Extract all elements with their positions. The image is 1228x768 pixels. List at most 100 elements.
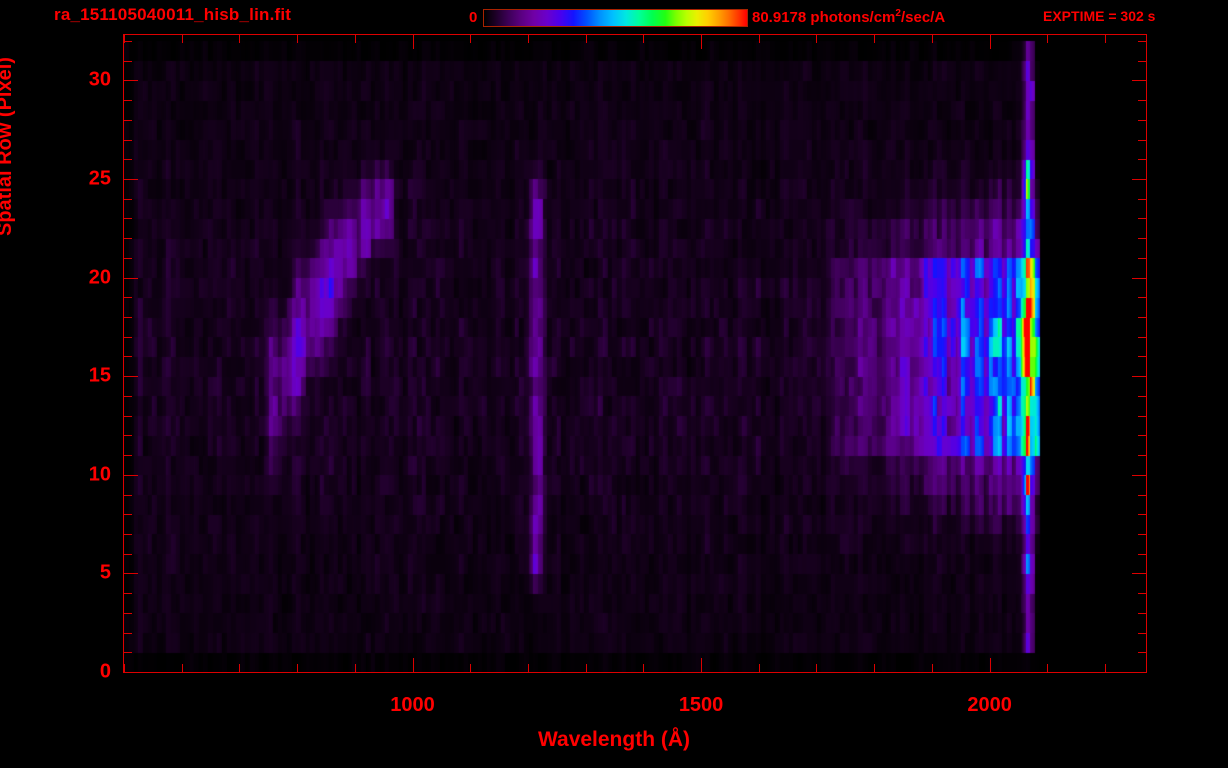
y-tick-right (1138, 396, 1146, 397)
y-tick-right (1138, 495, 1146, 496)
x-tick (1105, 664, 1106, 672)
x-tick (701, 658, 702, 672)
y-tick-right (1138, 633, 1146, 634)
colorbar-max-value: 80.9178 (752, 9, 807, 26)
y-tick-right (1138, 61, 1146, 62)
x-tick-top (759, 35, 760, 43)
y-tick (124, 337, 132, 338)
y-tick (124, 100, 132, 101)
y-tick (124, 416, 132, 417)
y-axis-title: Spatial Row (Pixel) (0, 57, 16, 236)
x-tick-top (124, 35, 125, 43)
y-tick (124, 218, 132, 219)
spectrum-heatmap-canvas (124, 35, 1146, 672)
x-tick-top (297, 35, 298, 43)
x-tick-top (586, 35, 587, 43)
x-tick (413, 658, 414, 672)
y-tick-right (1132, 376, 1146, 377)
y-tick-right (1138, 199, 1146, 200)
x-tick (874, 664, 875, 672)
y-tick (124, 80, 138, 81)
x-tick (1047, 664, 1048, 672)
y-tick-right (1138, 534, 1146, 535)
y-tick (124, 672, 138, 673)
y-tick-right (1138, 652, 1146, 653)
y-tick (124, 376, 138, 377)
y-tick-right (1138, 613, 1146, 614)
x-tick (182, 664, 183, 672)
y-tick (124, 199, 132, 200)
x-tick (470, 664, 471, 672)
y-tick (124, 514, 132, 515)
x-tick (643, 664, 644, 672)
x-tick-top (239, 35, 240, 43)
colorbar-units-post: /sec/A (900, 9, 946, 26)
x-tick-label: 1000 (390, 694, 435, 716)
x-tick (355, 664, 356, 672)
plot-frame (123, 34, 1147, 673)
y-tick-right (1138, 218, 1146, 219)
y-tick (124, 278, 138, 279)
y-tick-label: 30 (88, 68, 111, 91)
y-tick (124, 120, 132, 121)
x-axis-title: Wavelength (Å) (537, 728, 691, 751)
y-tick (124, 534, 132, 535)
x-tick (297, 664, 298, 672)
x-tick-top (643, 35, 644, 43)
y-tick-right (1138, 514, 1146, 515)
x-tick-top (470, 35, 471, 43)
y-tick-label: 0 (99, 660, 111, 683)
x-tick-top (990, 35, 991, 49)
x-tick-top (182, 35, 183, 43)
y-tick-label: 5 (99, 561, 111, 584)
y-tick (124, 179, 138, 180)
y-tick-right (1138, 317, 1146, 318)
y-tick-right (1138, 455, 1146, 456)
y-tick-label: 10 (88, 463, 111, 486)
y-tick-right (1138, 120, 1146, 121)
y-tick (124, 455, 132, 456)
x-tick-top (1047, 35, 1048, 43)
y-tick-right (1138, 238, 1146, 239)
y-tick-label: 20 (88, 266, 111, 289)
x-tick-label: 1500 (678, 694, 724, 716)
exptime-label: EXPTIME = 302 s (1043, 8, 1156, 24)
y-tick-right (1138, 435, 1146, 436)
y-tick-label: 25 (88, 167, 111, 190)
y-tick-right (1132, 179, 1146, 180)
page-title: ra_151105040011_hisb_lin.fit (54, 5, 292, 24)
colorbar-units-exponent: 2 (895, 8, 901, 19)
y-tick (124, 61, 132, 62)
x-tick-top (1105, 35, 1106, 43)
y-tick-right (1138, 41, 1146, 42)
y-tick (124, 652, 132, 653)
x-tick-top (355, 35, 356, 43)
x-tick (239, 664, 240, 672)
y-tick-right (1138, 554, 1146, 555)
colorbar-max-label: 80.9178 photons/cm2/sec/A (752, 8, 945, 26)
y-tick (124, 258, 132, 259)
y-tick (124, 140, 132, 141)
y-tick (124, 297, 132, 298)
x-tick (932, 664, 933, 672)
y-tick (124, 41, 132, 42)
colorbar-min-label: 0 (469, 9, 478, 26)
x-tick (759, 664, 760, 672)
y-tick (124, 475, 138, 476)
x-tick-top (413, 35, 414, 49)
x-tick-label: 2000 (967, 694, 1012, 716)
y-tick-right (1138, 100, 1146, 101)
x-tick-top (932, 35, 933, 43)
y-tick (124, 495, 132, 496)
y-tick-right (1132, 573, 1146, 574)
y-tick-right (1138, 159, 1146, 160)
x-tick-top (701, 35, 702, 49)
y-tick (124, 238, 132, 239)
y-tick (124, 435, 132, 436)
x-tick (990, 658, 991, 672)
x-tick-top (874, 35, 875, 43)
y-tick (124, 613, 132, 614)
y-tick (124, 573, 138, 574)
x-tick-top (528, 35, 529, 43)
